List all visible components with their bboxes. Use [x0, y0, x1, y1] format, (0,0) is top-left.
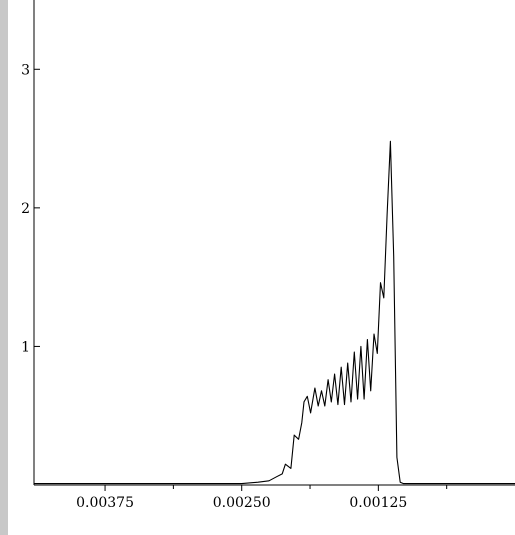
plot-frame: [33, 0, 515, 486]
y-tick-label: 3: [21, 62, 30, 78]
series-group: [34, 140, 515, 485]
series-line: [34, 140, 515, 485]
line-chart: 0.00375 0.00250 0.00125 1 2 3: [21, 0, 515, 511]
chart-panel: 0.00375 0.00250 0.00125 1 2 3: [8, 0, 515, 535]
y-tick-label: 1: [21, 339, 30, 355]
x-tick-label: 0.00375: [76, 495, 134, 511]
y-axis: 1 2 3: [21, 62, 40, 355]
y-tick-label: 2: [21, 201, 30, 217]
x-tick-label: 0.00250: [213, 495, 271, 511]
x-axis: 0.00375 0.00250 0.00125: [76, 485, 448, 511]
x-tick-label: 0.00125: [349, 495, 407, 511]
